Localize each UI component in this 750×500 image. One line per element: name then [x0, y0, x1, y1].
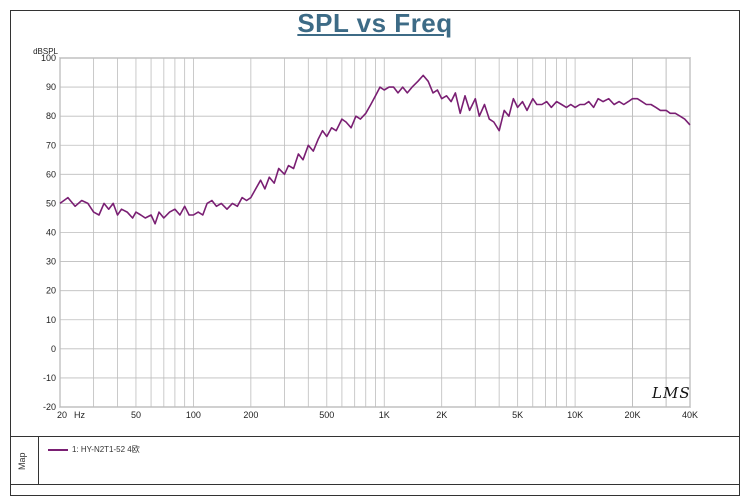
x-tick-label: 100 [186, 410, 201, 420]
y-tick-label: 90 [46, 82, 56, 92]
x-tick-label: 50 [131, 410, 141, 420]
y-tick-label: 40 [46, 228, 56, 238]
legend-divider-top [10, 436, 740, 437]
x-tick-label: 500 [319, 410, 334, 420]
legend-label: 1: HY-N2T1-52 4欧 [72, 445, 140, 454]
legend-divider-bottom [10, 484, 740, 485]
x-tick-label: 5K [512, 410, 523, 420]
legend-entry: 1: HY-N2T1-52 4欧 [48, 444, 140, 455]
y-tick-label: 20 [46, 286, 56, 296]
y-tick-label: 80 [46, 111, 56, 121]
y-tick-label: -20 [43, 402, 56, 412]
x-tick-label: 200 [243, 410, 258, 420]
y-tick-label: 10 [46, 315, 56, 325]
map-box [10, 436, 39, 484]
y-tick-label: 60 [46, 169, 56, 179]
y-tick-label: 50 [46, 198, 56, 208]
y-tick-label: 70 [46, 140, 56, 150]
y-axis-label: dBSPL [33, 47, 58, 56]
x-axis-unit: Hz [74, 410, 85, 420]
y-tick-label: 0 [51, 344, 56, 354]
y-tick-label: 100 [41, 53, 56, 63]
x-tick-label: 40K [682, 410, 698, 420]
legend-swatch [48, 448, 68, 451]
chart-title: SPL vs Freq [297, 8, 453, 38]
y-tick-label: -10 [43, 373, 56, 383]
map-label: Map [17, 452, 27, 470]
x-tick-label: 2K [436, 410, 447, 420]
x-tick-label: 20 [57, 410, 67, 420]
x-tick-label: 1K [379, 410, 390, 420]
lms-watermark: LMS [652, 384, 691, 402]
x-tick-label: 20K [625, 410, 641, 420]
x-tick-label: 10K [567, 410, 583, 420]
y-tick-label: 30 [46, 257, 56, 267]
series-line [59, 74, 691, 225]
